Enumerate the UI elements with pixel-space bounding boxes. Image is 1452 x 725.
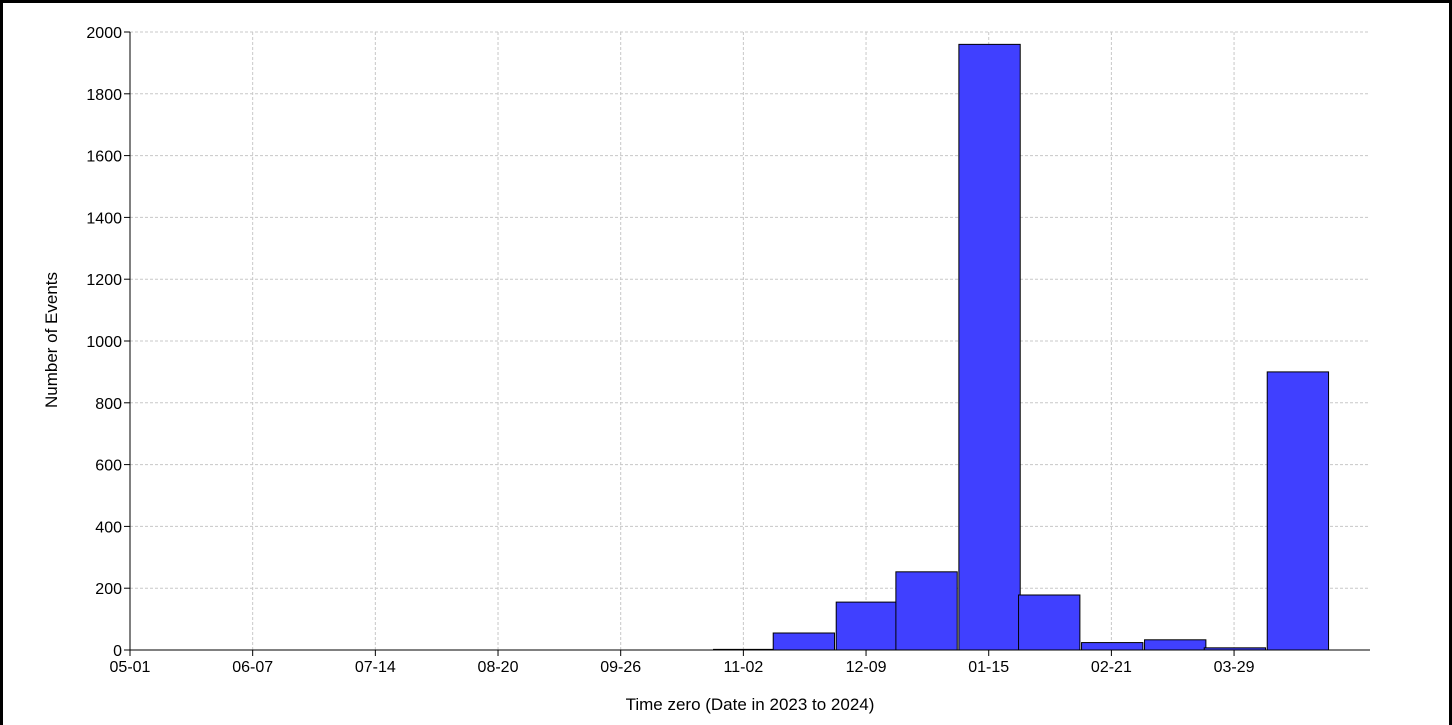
histogram-bar	[835, 601, 899, 651]
x-tick-label: 07-14	[355, 659, 396, 676]
x-tick-label: 03-29	[1214, 659, 1255, 676]
y-tick-label: 800	[95, 396, 122, 413]
y-tick-label: 400	[95, 519, 122, 536]
y-tick-label: 1600	[86, 149, 122, 166]
histogram-bars	[713, 43, 1330, 651]
y-tick-label: 2000	[86, 25, 122, 42]
y-tick-label: 200	[95, 581, 122, 598]
x-tick-label: 09-26	[600, 659, 641, 676]
histogram-bar	[1018, 594, 1081, 651]
histogram-bar	[1081, 642, 1144, 651]
histogram-bar	[1266, 371, 1330, 651]
y-tick-label: 0	[113, 643, 122, 660]
y-tick-label: 1200	[86, 272, 122, 289]
histogram-bar	[1144, 639, 1207, 651]
x-tick-label: 06-07	[232, 659, 273, 676]
x-axis-label: Time zero (Date in 2023 to 2024)	[626, 695, 875, 714]
histogram-bar	[958, 43, 1021, 651]
x-tick-label: 08-20	[478, 659, 519, 676]
grid-lines	[130, 31, 1370, 650]
x-tick-label: 11-02	[724, 659, 764, 676]
histogram-bar	[895, 571, 958, 651]
x-tick-label: 12-09	[846, 659, 887, 676]
y-tick-label: 1800	[86, 87, 122, 104]
y-tick-label: 600	[95, 458, 122, 475]
x-axis-ticks: 05-01 06-07 07-14 08-20 09-26 11-02 12-09 01-15…	[110, 650, 1255, 676]
x-tick-label: 02-21	[1091, 659, 1132, 676]
y-tick-label: 1400	[86, 210, 122, 227]
x-tick-label: 01-15	[968, 659, 1009, 676]
x-tick-label: 05-01	[110, 659, 151, 676]
y-tick-label: 1000	[86, 334, 122, 351]
y-axis-label: Number of Events	[42, 272, 61, 408]
y-axis-ticks: 0 200 400 600 800 1000 1200 1400 1600 1800 2000	[86, 25, 130, 660]
histogram-bar	[772, 632, 836, 651]
